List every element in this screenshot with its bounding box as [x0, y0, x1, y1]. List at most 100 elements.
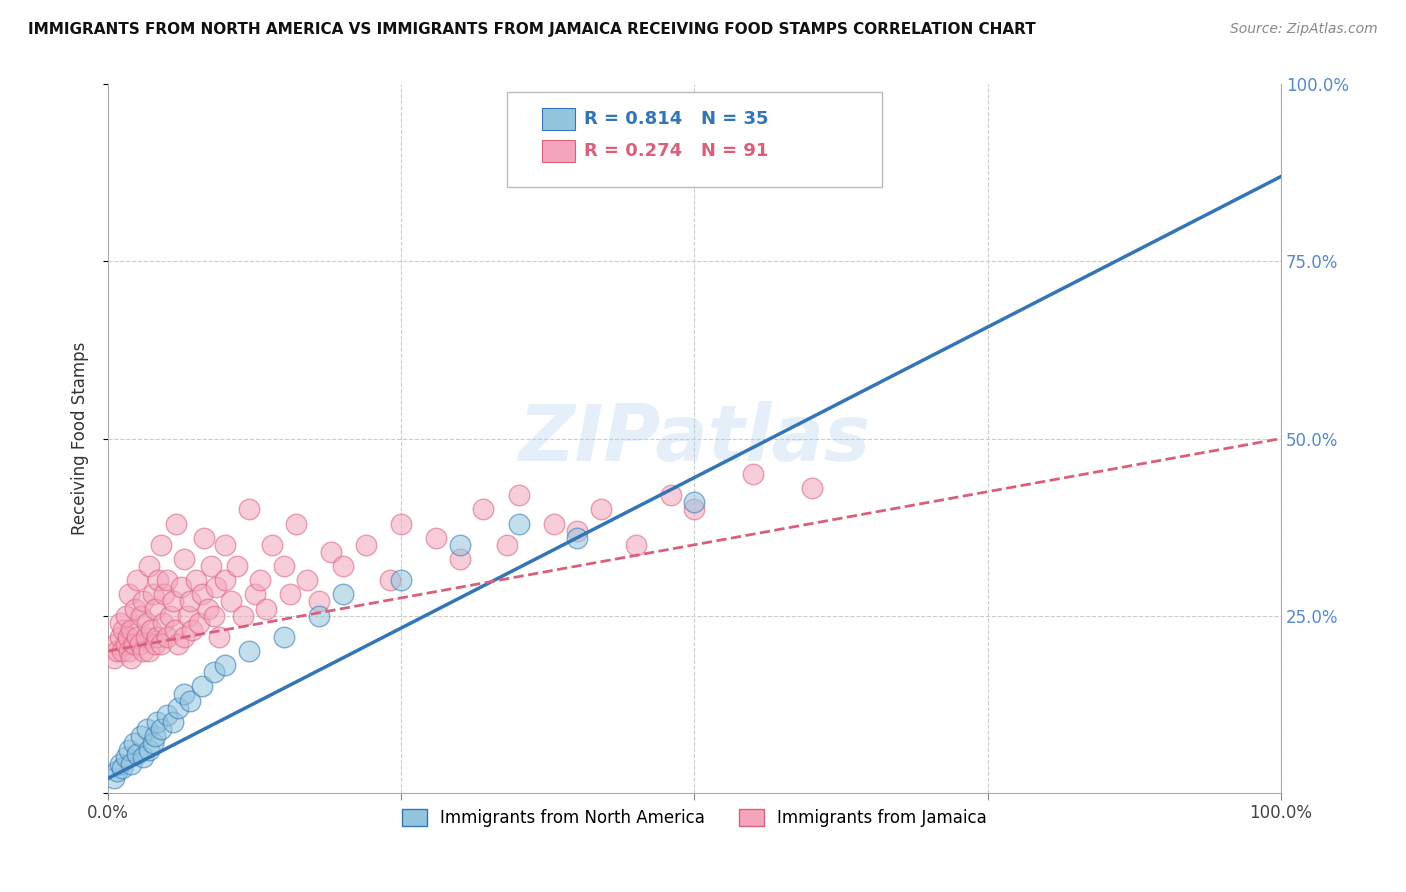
Point [226, 559, 249, 574]
Point [127, 630, 149, 644]
Point [214, 573, 236, 587]
Point [114, 608, 136, 623]
Point [118, 743, 141, 757]
Point [108, 757, 131, 772]
Point [129, 729, 152, 743]
Point [425, 531, 447, 545]
Point [332, 587, 354, 601]
Point [624, 538, 647, 552]
Point [135, 722, 157, 736]
Point [179, 693, 201, 707]
Point [149, 722, 172, 736]
Point [120, 623, 142, 637]
Point [156, 707, 179, 722]
Point [659, 488, 682, 502]
Point [262, 538, 284, 552]
Point [149, 538, 172, 552]
Point [114, 750, 136, 764]
Point [170, 580, 193, 594]
Point [103, 651, 125, 665]
Point [683, 495, 706, 509]
Point [200, 559, 222, 574]
Point [1246, 63, 1268, 78]
Point [508, 488, 530, 502]
Point [742, 467, 765, 481]
Point [181, 623, 204, 637]
Point [378, 573, 401, 587]
Point [112, 623, 135, 637]
Point [129, 608, 152, 623]
Point [138, 644, 160, 658]
Point [163, 623, 186, 637]
Point [308, 608, 330, 623]
Point [191, 680, 214, 694]
Point [449, 538, 471, 552]
Point [138, 559, 160, 574]
Point [138, 743, 160, 757]
Point [122, 736, 145, 750]
Point [162, 594, 184, 608]
Point [167, 700, 190, 714]
Point [543, 516, 565, 531]
Point [249, 573, 271, 587]
Point [205, 580, 228, 594]
Point [173, 686, 195, 700]
Point [128, 637, 150, 651]
Point [278, 587, 301, 601]
Point [167, 637, 190, 651]
Point [389, 573, 412, 587]
Point [197, 601, 219, 615]
Point [188, 615, 211, 630]
Point [142, 587, 165, 601]
Point [232, 608, 254, 623]
Point [105, 764, 128, 779]
Point [273, 630, 295, 644]
Point [193, 531, 215, 545]
Point [173, 552, 195, 566]
Point [165, 516, 187, 531]
Point [191, 587, 214, 601]
Point [142, 736, 165, 750]
Point [297, 573, 319, 587]
Point [135, 615, 157, 630]
Point [214, 538, 236, 552]
Point [472, 502, 495, 516]
Text: Source: ZipAtlas.com: Source: ZipAtlas.com [1230, 22, 1378, 37]
Point [219, 594, 242, 608]
Point [354, 538, 377, 552]
Point [146, 714, 169, 729]
FancyBboxPatch shape [541, 108, 575, 130]
FancyBboxPatch shape [506, 92, 882, 187]
Point [800, 481, 823, 495]
Text: IMMIGRANTS FROM NORTH AMERICA VS IMMIGRANTS FROM JAMAICA RECEIVING FOOD STAMPS C: IMMIGRANTS FROM NORTH AMERICA VS IMMIGRA… [28, 22, 1036, 37]
Point [159, 608, 181, 623]
Point [132, 750, 155, 764]
Point [184, 573, 207, 587]
Point [118, 587, 141, 601]
Point [135, 630, 157, 644]
Point [132, 644, 155, 658]
Point [162, 714, 184, 729]
Point [143, 729, 166, 743]
Point [103, 772, 125, 786]
Point [108, 630, 131, 644]
Point [127, 747, 149, 761]
Text: R = 0.274   N = 91: R = 0.274 N = 91 [585, 142, 769, 160]
Point [122, 637, 145, 651]
Y-axis label: Receiving Food Stamps: Receiving Food Stamps [72, 342, 89, 535]
Point [120, 757, 142, 772]
Text: R = 0.814   N = 35: R = 0.814 N = 35 [585, 110, 769, 128]
Point [508, 516, 530, 531]
Point [111, 761, 134, 775]
Point [202, 665, 225, 680]
Point [273, 559, 295, 574]
Point [141, 623, 163, 637]
Point [105, 644, 128, 658]
Point [238, 644, 260, 658]
Point [208, 630, 231, 644]
Point [118, 644, 141, 658]
FancyBboxPatch shape [541, 140, 575, 162]
Point [683, 502, 706, 516]
Point [146, 630, 169, 644]
Point [449, 552, 471, 566]
